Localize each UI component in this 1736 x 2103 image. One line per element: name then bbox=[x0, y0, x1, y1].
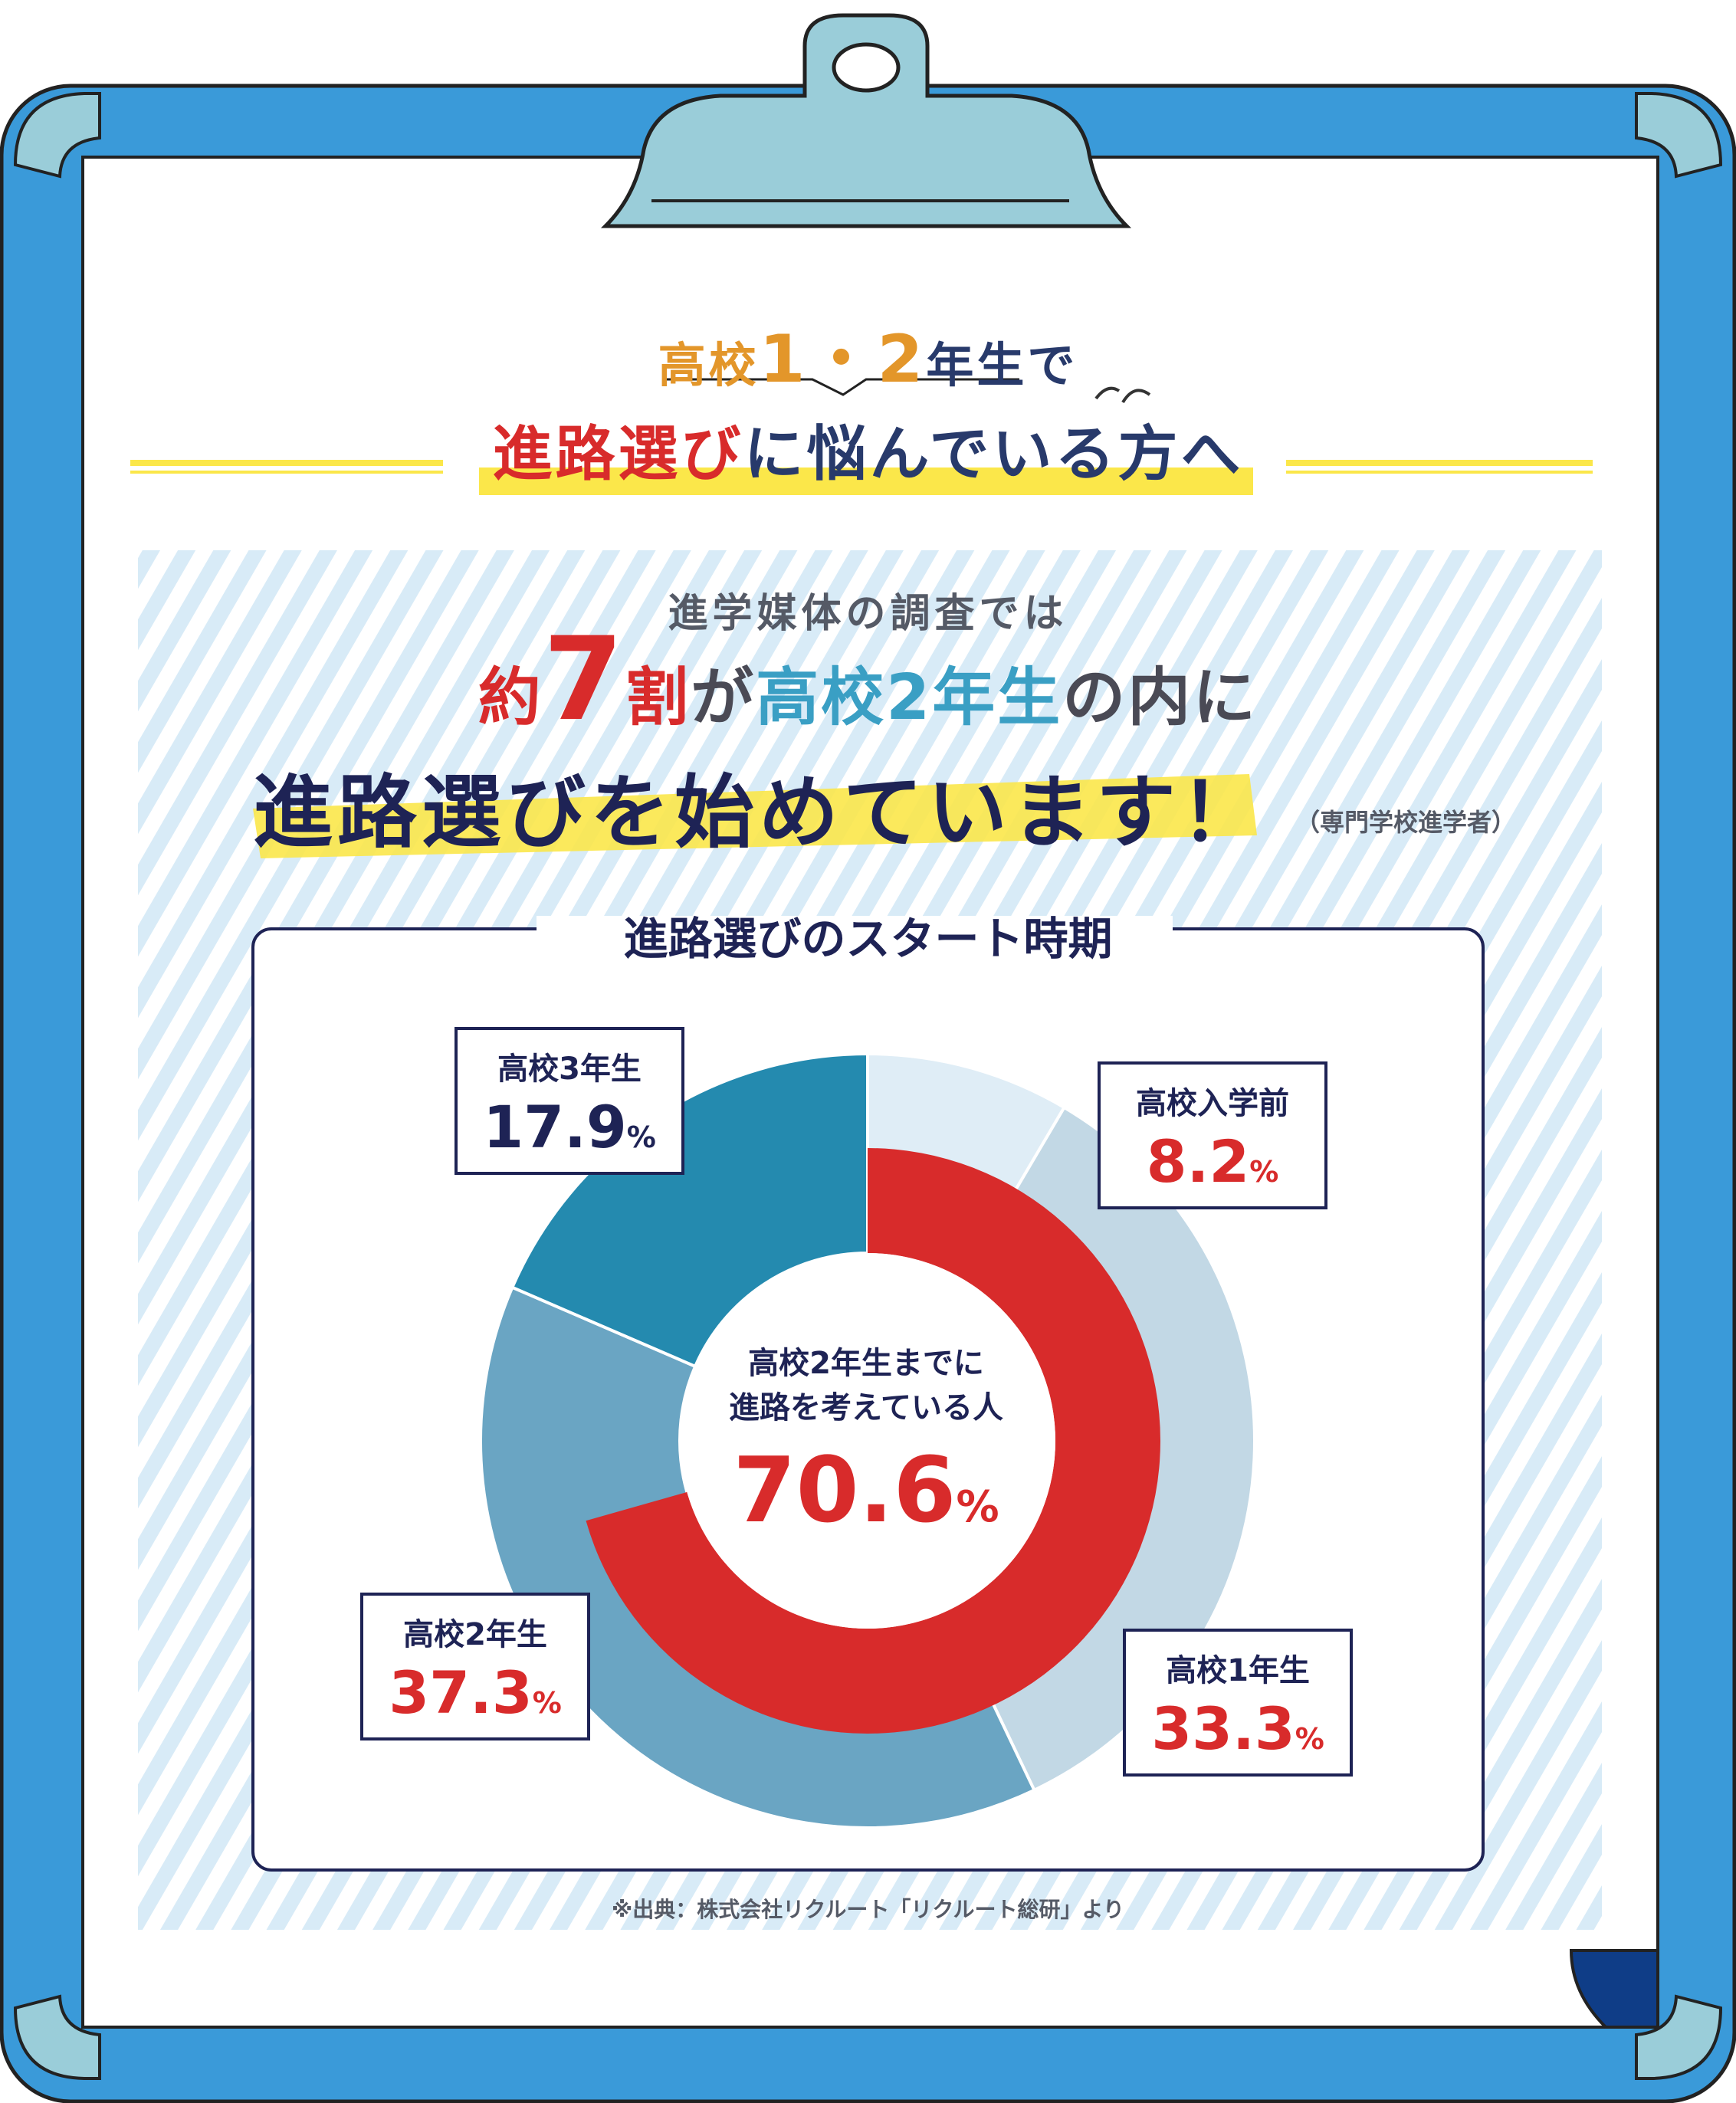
corner-tab bbox=[1635, 92, 1723, 179]
center-value: 70.6% bbox=[733, 1437, 999, 1543]
label-year1: 高校1年生 33.3% bbox=[1123, 1629, 1353, 1777]
headline: 約7割が高校2年生の内に bbox=[477, 613, 1259, 746]
label-pre: 高校入学前 8.2% bbox=[1098, 1061, 1327, 1209]
donut-slice-y3 bbox=[510, 1052, 869, 1369]
corner-tab bbox=[13, 92, 101, 179]
corner-tab bbox=[1635, 1994, 1723, 2080]
heading-line2: 進路選びに悩んでいる方へ bbox=[492, 420, 1244, 489]
corner-tab bbox=[13, 1994, 101, 2080]
folded-corner bbox=[1569, 1949, 1659, 2029]
heading-line1: 高校1・2年生で bbox=[658, 321, 1078, 398]
label-year3: 高校3年生 17.9% bbox=[455, 1027, 684, 1175]
donut-chart bbox=[479, 1052, 1256, 1829]
center-caption: 高校2年生までに 進路を考えている人 bbox=[729, 1346, 1003, 1426]
heading-highlight bbox=[479, 468, 1253, 495]
clip bbox=[600, 13, 1132, 228]
lead-text: 進学媒体の調査では bbox=[668, 591, 1068, 637]
headline-2: 進路選びを始めています！ bbox=[253, 766, 1265, 859]
donut-summary-arc bbox=[586, 1148, 1160, 1734]
source-note: ※出典：株式会社リクルート「リクルート総研」より bbox=[612, 1897, 1124, 1922]
note: （専門学校進学者） bbox=[1295, 808, 1517, 837]
label-year2: 高校2年生 37.3% bbox=[360, 1593, 590, 1740]
clip-hole bbox=[832, 42, 901, 93]
headline-highlight bbox=[253, 774, 1257, 858]
donut-center bbox=[680, 1253, 1055, 1629]
chart-title: 進路選びのスタート時期 bbox=[623, 913, 1113, 965]
